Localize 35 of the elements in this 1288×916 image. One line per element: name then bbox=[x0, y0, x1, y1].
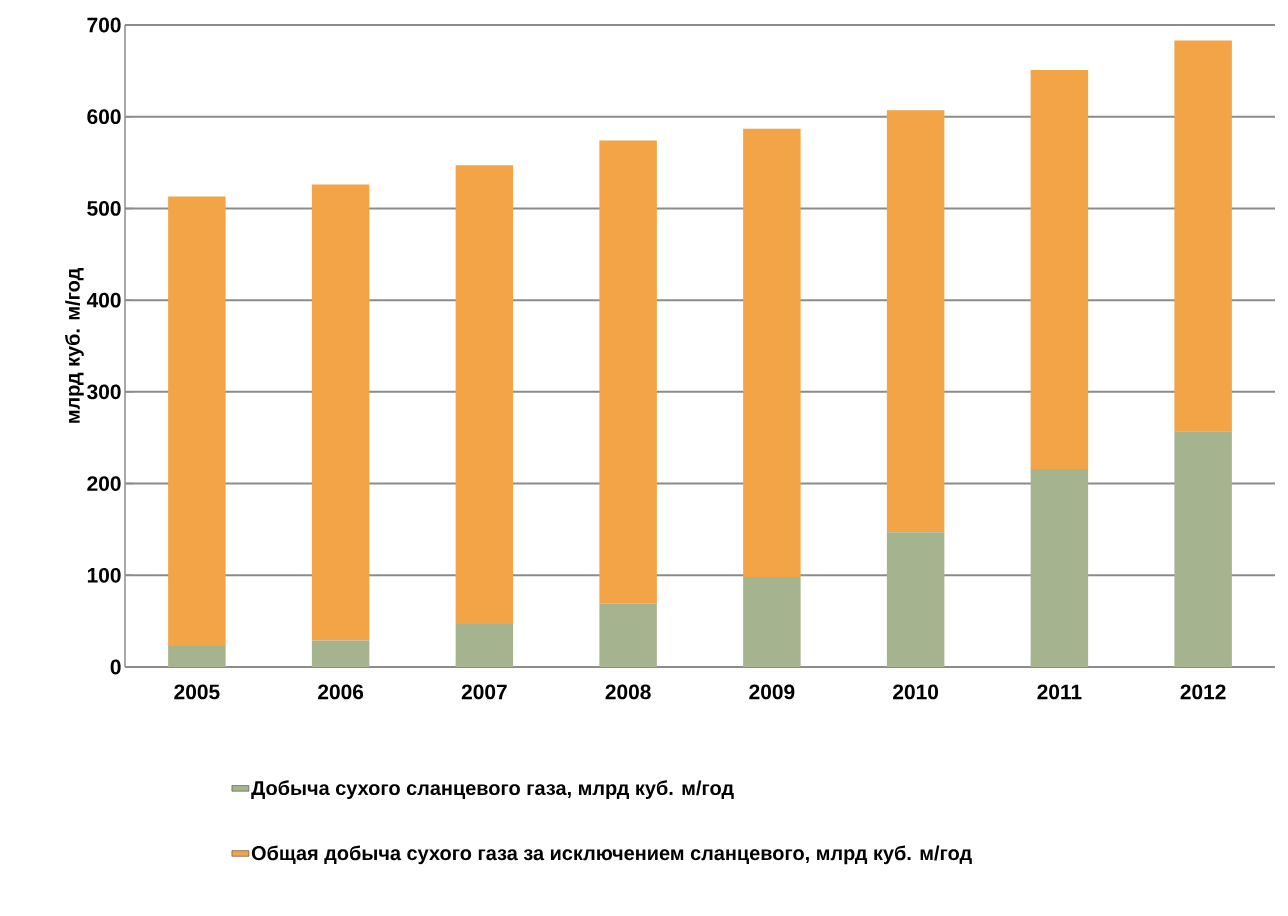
bar bbox=[168, 196, 226, 646]
legend-label: Общая добыча сухого газа за исключением сланцевого, млрд куб. м/год bbox=[251, 845, 972, 865]
bar bbox=[599, 140, 657, 604]
bar bbox=[311, 184, 370, 641]
x-tick-label: 2009 bbox=[749, 684, 795, 700]
bar bbox=[168, 645, 226, 667]
bar bbox=[455, 623, 514, 667]
bar bbox=[743, 128, 801, 578]
bar bbox=[743, 577, 801, 667]
x-tick-label: 2011 bbox=[1037, 684, 1082, 700]
y-tick-label: 600 bbox=[87, 109, 121, 125]
x-tick-label: 2012 bbox=[1180, 684, 1226, 700]
y-tick-label: 0 bbox=[110, 659, 121, 675]
bar bbox=[599, 603, 657, 667]
y-tick-label: 300 bbox=[87, 384, 121, 400]
y-tick-label: 700 bbox=[87, 17, 121, 33]
bar bbox=[1174, 431, 1232, 667]
y-axis-title: млрд куб. м/год bbox=[64, 268, 84, 423]
x-tick-label: 2005 bbox=[174, 684, 220, 700]
bar bbox=[886, 110, 945, 533]
x-tick-label: 2007 bbox=[461, 684, 507, 700]
x-tick-label: 2010 bbox=[893, 684, 939, 700]
bar bbox=[1174, 40, 1232, 432]
bar bbox=[1030, 69, 1089, 469]
y-tick-label: 400 bbox=[86, 292, 121, 308]
bar bbox=[455, 165, 514, 624]
legend-label: Добыча сухого сланцевого газа, млрд куб. м/год bbox=[251, 780, 734, 800]
y-tick-label: 500 bbox=[87, 201, 121, 216]
bar bbox=[1030, 468, 1089, 667]
bar bbox=[311, 640, 370, 667]
y-tick-label: 100 bbox=[87, 567, 121, 583]
x-tick-label: 2006 bbox=[318, 684, 364, 700]
x-tick-label: 2008 bbox=[605, 684, 651, 700]
y-tick-label: 200 bbox=[87, 476, 121, 491]
bar bbox=[886, 532, 945, 667]
